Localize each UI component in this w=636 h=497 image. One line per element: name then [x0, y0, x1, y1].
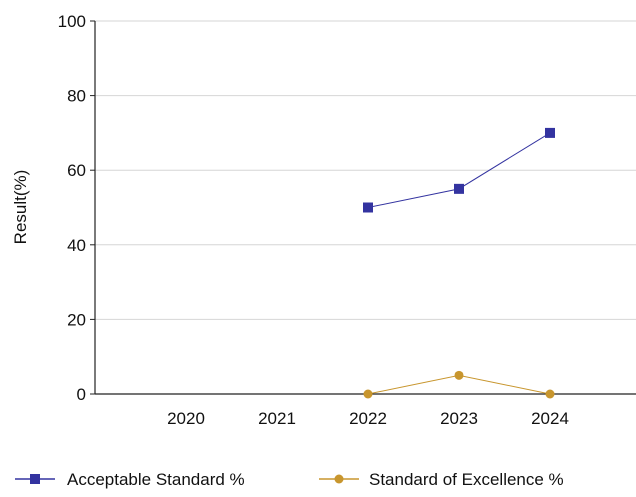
y-tick-label: 60 [67, 161, 86, 180]
legend-marker [334, 474, 344, 484]
legend: Acceptable Standard % Standard of Excelle… [15, 470, 564, 489]
y-axis-label: Result(%) [11, 170, 30, 245]
data-point [363, 389, 373, 399]
y-tick-label: 80 [67, 87, 86, 106]
x-tick-label: 2022 [349, 409, 387, 428]
series-standard-of-excellence [363, 370, 555, 399]
data-point [454, 183, 464, 194]
x-tick-label: 2024 [531, 409, 569, 428]
x-tick-label: 2021 [258, 409, 296, 428]
y-tick-label: 40 [67, 236, 86, 255]
legend-label: Standard of Excellence % [369, 470, 564, 489]
gridlines [95, 20, 636, 320]
data-point [545, 389, 555, 399]
x-tick-label: 2020 [167, 409, 205, 428]
series-group [363, 127, 555, 399]
data-point [363, 202, 373, 213]
y-tick-label: 20 [67, 310, 86, 329]
legend-item: Standard of Excellence % [319, 470, 564, 489]
data-point [545, 127, 555, 138]
legend-item: Acceptable Standard % [15, 470, 245, 489]
axes: 0 20 40 60 80 100 2020 2021 2022 2023 2024 [58, 12, 636, 428]
data-point [454, 370, 464, 380]
y-tick-label: 100 [58, 12, 86, 31]
series-acceptable-standard [363, 127, 555, 213]
x-tick-label: 2023 [440, 409, 478, 428]
legend-marker [30, 474, 40, 484]
legend-label: Acceptable Standard % [67, 470, 245, 489]
y-tick-label: 0 [77, 385, 86, 404]
